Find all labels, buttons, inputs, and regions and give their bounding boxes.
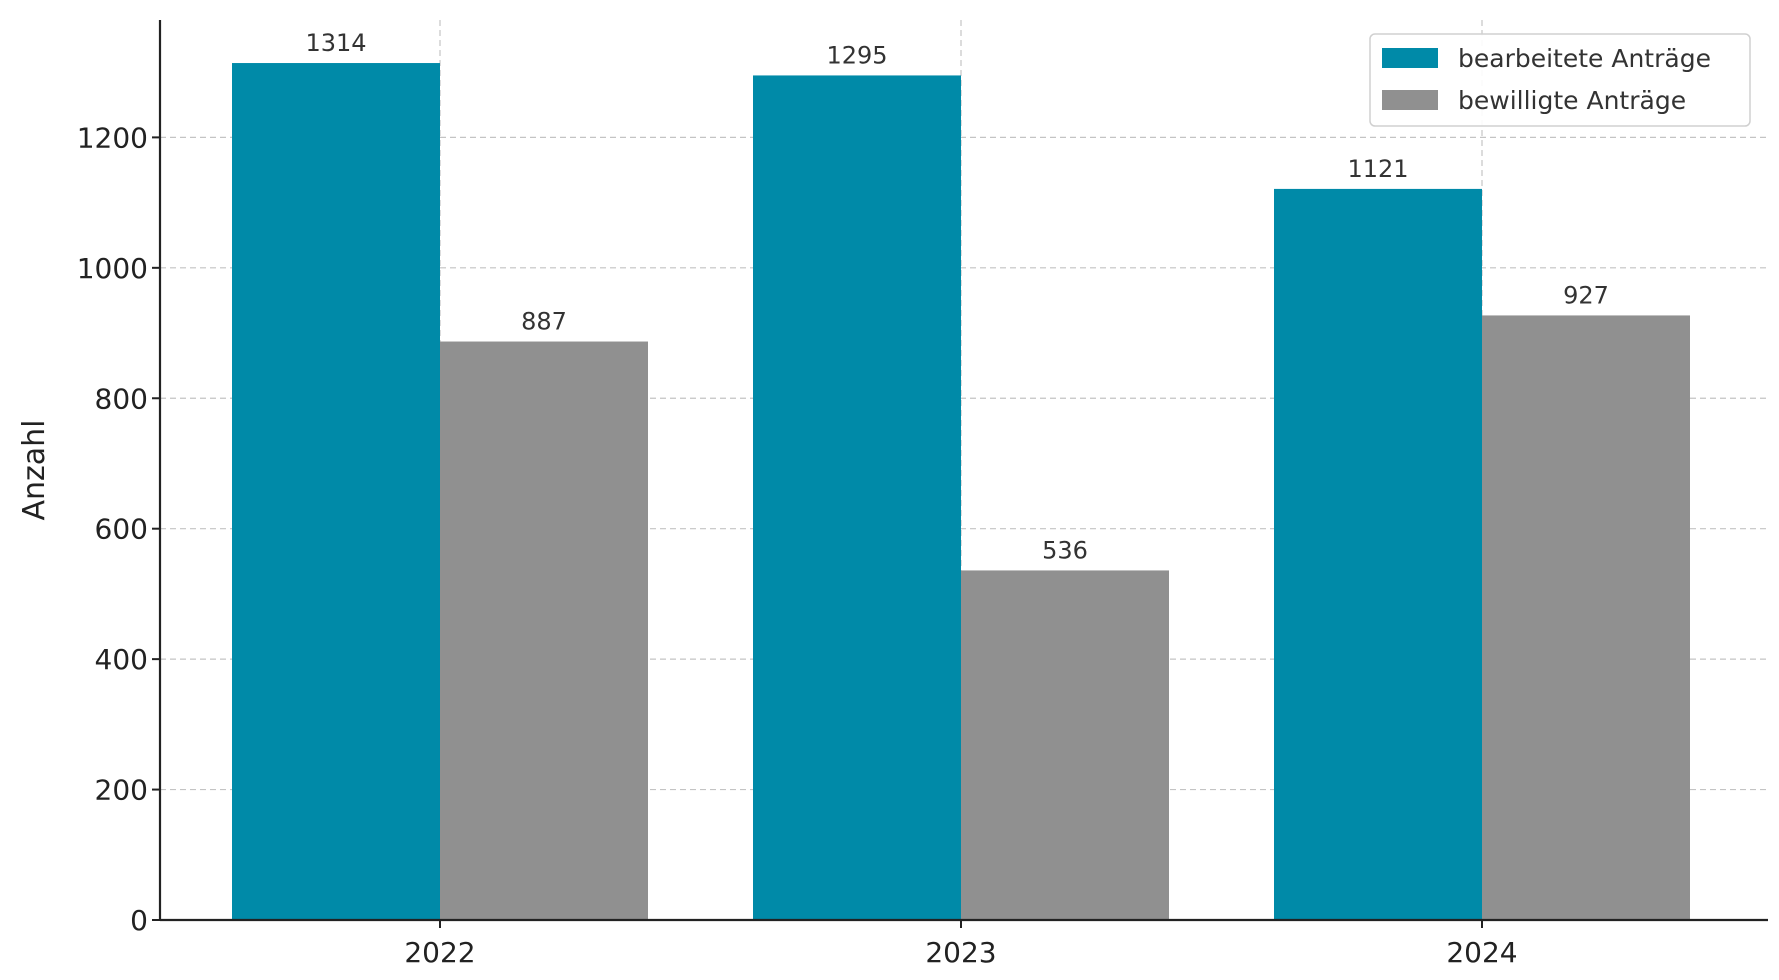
bar-bearbeitet-2023: [753, 75, 961, 920]
legend: bearbeitete Anträge bewilligte Anträge: [1369, 33, 1751, 127]
x-tick-label: 2022: [404, 936, 475, 969]
legend-label: bearbeitete Anträge: [1458, 44, 1711, 73]
bar-bewilligt-2022: [440, 341, 648, 920]
y-tick-label: 200: [95, 774, 148, 807]
bar-bearbeitet-2022: [232, 63, 440, 921]
y-tick-label: 800: [95, 382, 148, 415]
legend-swatch: [1382, 48, 1438, 68]
bar-bewilligt-2024: [1482, 315, 1690, 920]
data-label: 1314: [305, 29, 366, 57]
bars: [232, 63, 1690, 921]
axes: 0 200 400 600 800 1000 1200 2022 2023 2024: [77, 20, 1768, 969]
y-tick-label: 0: [130, 904, 148, 937]
bar-bewilligt-2023: [961, 570, 1169, 920]
legend-label: bewilligte Anträge: [1458, 86, 1686, 115]
y-tick-label: 1200: [77, 121, 148, 154]
data-label: 1121: [1347, 155, 1408, 183]
y-axis-title: Anzahl: [17, 419, 52, 520]
data-label: 887: [521, 308, 567, 336]
value-labels: 1314 1295 1121 887 536 927: [305, 29, 1608, 564]
legend-box: [1369, 33, 1751, 127]
x-tick-label: 2023: [925, 936, 996, 969]
y-tick-label: 1000: [77, 252, 148, 285]
data-label: 927: [1563, 281, 1609, 309]
legend-swatch: [1382, 90, 1438, 110]
y-tick-label: 400: [95, 643, 148, 676]
bar-bearbeitet-2024: [1274, 188, 1482, 921]
data-label: 1295: [826, 41, 887, 69]
x-tick-label: 2024: [1446, 936, 1517, 969]
data-label: 536: [1042, 536, 1088, 564]
y-tick-label: 600: [95, 513, 148, 546]
